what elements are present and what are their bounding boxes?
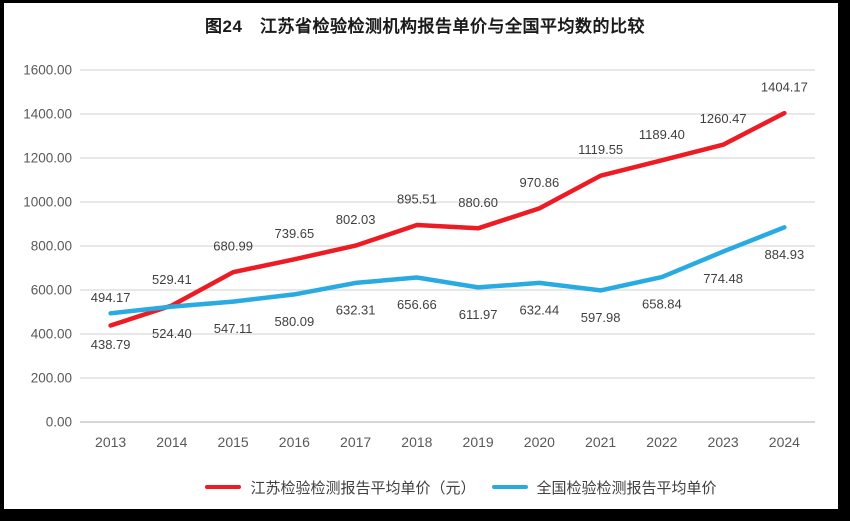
x-tick-label: 2017 [340, 434, 371, 450]
data-label: 880.60 [458, 195, 498, 210]
data-label: 632.31 [336, 302, 376, 317]
data-label: 1404.17 [761, 80, 808, 95]
legend-label-jiangsu: 江苏检验检测报告平均单价（元） [250, 479, 476, 497]
data-label: 658.84 [642, 297, 682, 312]
x-tick-label: 2014 [156, 434, 187, 450]
data-label: 884.93 [764, 247, 804, 262]
y-tick-label: 600.00 [31, 283, 72, 298]
jiangsu-series-swatch-icon [205, 485, 242, 489]
legend-item-national: 全国检验检测报告平均单价 [491, 477, 717, 498]
y-tick-label: 200.00 [31, 371, 72, 386]
data-label: 774.48 [703, 271, 743, 286]
x-tick-label: 2013 [95, 434, 126, 450]
data-label: 494.17 [91, 290, 131, 305]
legend-item-jiangsu: 江苏检验检测报告平均单价（元） [205, 477, 476, 498]
data-label: 895.51 [397, 191, 437, 206]
national-series-swatch-icon [491, 485, 528, 489]
data-label: 529.41 [152, 272, 192, 287]
x-tick-label: 2015 [218, 434, 249, 450]
data-label: 632.44 [519, 302, 559, 317]
national-series-line [108, 225, 787, 316]
data-label: 524.40 [152, 326, 192, 341]
data-label: 580.09 [274, 314, 314, 329]
y-tick-label: 1200.00 [23, 151, 72, 166]
chart-legend: 江苏检验检测报告平均单价（元） 全国检验检测报告平均单价 [36, 476, 850, 498]
data-label: 611.97 [459, 307, 498, 322]
data-label: 1189.40 [639, 127, 685, 142]
x-tick-label: 2022 [646, 434, 677, 450]
x-tick-label: 2021 [585, 434, 616, 450]
y-tick-label: 1400.00 [23, 107, 72, 122]
data-label: 1119.55 [578, 142, 623, 157]
data-label: 597.98 [581, 310, 621, 325]
data-label: 547.11 [214, 321, 253, 336]
legend-label-national: 全国检验检测报告平均单价 [536, 479, 717, 497]
page-edge-bottom [0, 509, 850, 521]
jiangsu-series-line [108, 110, 787, 328]
data-label: 656.66 [397, 297, 437, 312]
x-tick-label: 2018 [401, 434, 432, 450]
page-edge-left [0, 0, 4, 521]
x-tick-label: 2016 [279, 434, 310, 450]
data-label: 802.03 [336, 212, 376, 227]
data-label: 970.86 [519, 175, 559, 190]
y-tick-label: 0.00 [46, 415, 72, 430]
x-tick-label: 2020 [524, 434, 555, 450]
data-label: 1260.47 [700, 111, 747, 126]
y-tick-label: 1600.00 [23, 63, 72, 78]
y-tick-label: 800.00 [31, 239, 72, 254]
data-label: 739.65 [274, 226, 314, 241]
y-tick-label: 1000.00 [23, 195, 72, 210]
page-edge-right [838, 0, 850, 521]
x-tick-label: 2024 [769, 434, 800, 450]
x-tick-label: 2019 [463, 434, 494, 450]
data-label: 438.79 [91, 337, 131, 352]
chart-title: 图24 江苏省检验检测机构报告单价与全国平均数的比较 [205, 17, 645, 36]
page-edge-top [0, 0, 850, 3]
y-tick-label: 400.00 [31, 327, 72, 342]
x-tick-label: 2023 [708, 434, 739, 450]
data-label: 680.99 [213, 239, 253, 254]
